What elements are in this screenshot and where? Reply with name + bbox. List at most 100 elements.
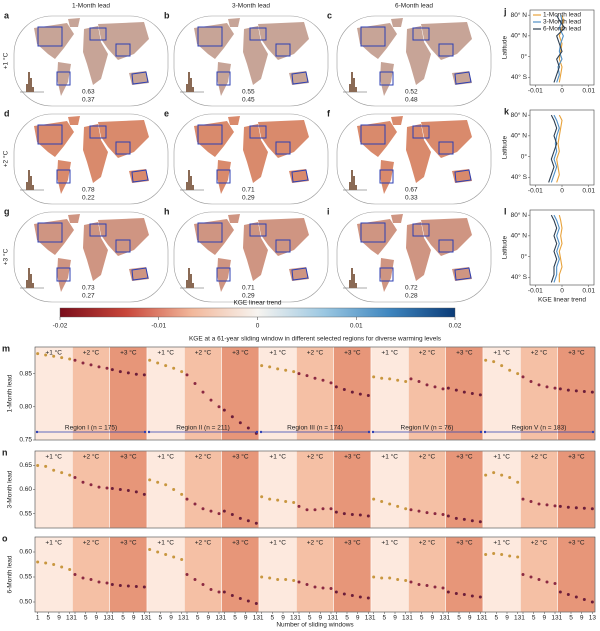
x-tick-label: 9 <box>132 615 136 622</box>
warming-shading <box>333 450 372 529</box>
point <box>566 593 570 596</box>
x-tick-label: 5 <box>233 615 237 622</box>
x-tick-label: 13 <box>514 615 522 622</box>
point <box>433 512 437 516</box>
point <box>409 508 413 512</box>
warming-label: +2 °C <box>195 453 212 461</box>
point <box>566 388 570 392</box>
point <box>446 386 450 390</box>
point <box>118 584 122 587</box>
point <box>36 352 40 356</box>
point <box>105 581 109 585</box>
map-panel: e 0.710.29 <box>164 108 329 205</box>
point <box>582 506 586 510</box>
point <box>558 590 562 594</box>
x-axis-label: KGE linear trend <box>538 297 586 304</box>
x-tick-label: 5 <box>159 615 163 622</box>
point <box>545 503 549 507</box>
x-tick-label: 5 <box>495 615 499 622</box>
point <box>372 375 376 379</box>
point <box>350 594 354 597</box>
point <box>545 580 549 584</box>
x-tick-label: 5 <box>308 615 312 622</box>
warming-label: +2 °C <box>83 349 100 357</box>
point <box>334 385 338 389</box>
point <box>484 358 488 362</box>
x-tick-label: 1 <box>409 615 413 622</box>
x-tick-label: 5 <box>271 615 275 622</box>
point <box>305 374 309 378</box>
point <box>358 595 362 599</box>
x-tick-label: 13 <box>551 615 559 622</box>
x-tick-label: 5 <box>47 615 51 622</box>
warming-shading <box>370 536 409 613</box>
red-share: 0.72 <box>405 285 418 292</box>
x-tick-label: 13 <box>402 615 410 622</box>
warming-shading <box>72 450 110 529</box>
warming-shading <box>72 346 110 441</box>
x-tick-label: -0.01 <box>528 188 543 195</box>
point <box>172 488 176 491</box>
y-tick-label: 0° <box>521 152 528 160</box>
point <box>148 548 152 551</box>
point <box>209 588 213 591</box>
warming-label: +1 °C <box>269 539 286 547</box>
panel-letter: l <box>504 206 507 216</box>
point <box>238 516 242 520</box>
point <box>566 505 570 509</box>
x-tick-label: 5 <box>345 615 349 622</box>
warming-shading <box>408 346 446 441</box>
point <box>366 596 370 600</box>
point <box>110 487 114 491</box>
warming-shading <box>109 346 148 441</box>
point <box>342 388 346 392</box>
y-tick-label: 40° N <box>511 132 528 140</box>
point <box>329 587 333 590</box>
panel-letter: m <box>2 343 10 353</box>
blue-share: 0.29 <box>242 293 255 300</box>
point <box>44 464 48 468</box>
point <box>126 371 130 375</box>
point <box>446 514 450 518</box>
point <box>529 575 533 579</box>
point <box>68 473 72 477</box>
warming-shading <box>34 450 73 529</box>
point <box>470 519 474 523</box>
blue-share: 0.28 <box>405 293 418 300</box>
warming-shading <box>221 346 260 441</box>
blue-share: 0.29 <box>242 195 255 202</box>
blue-share: 0.22 <box>82 195 95 202</box>
point <box>409 377 413 381</box>
map-panel: i 0.720.28 <box>327 206 492 303</box>
point <box>73 358 77 362</box>
x-tick-label: 13 <box>290 615 298 622</box>
warming-shading <box>445 536 484 613</box>
series-line <box>548 114 558 183</box>
warming-shading <box>296 450 334 529</box>
point <box>558 504 562 508</box>
point <box>126 584 130 588</box>
point <box>156 480 160 484</box>
point <box>238 421 242 425</box>
warming-label: +1 °C <box>493 539 510 547</box>
point <box>462 593 466 596</box>
point <box>553 504 557 508</box>
x-tick-label: 1 <box>148 615 152 622</box>
y-axis-label: 1-Month lead <box>7 374 14 412</box>
y-axis-label: Latitude <box>502 236 509 260</box>
panel-letter: j <box>503 6 507 16</box>
warming-shading <box>482 346 521 441</box>
colorbar-tick-label: -0.01 <box>151 323 166 330</box>
point <box>97 365 101 369</box>
point <box>404 380 408 384</box>
warming-shading <box>258 536 297 613</box>
red-share: 0.71 <box>242 187 255 194</box>
point <box>574 389 578 393</box>
region-end <box>479 430 483 434</box>
point <box>164 553 168 556</box>
row-label: +3 °C <box>2 248 10 265</box>
point <box>372 497 376 501</box>
point <box>81 480 85 484</box>
legend-label: 3-Month lead <box>543 19 581 26</box>
